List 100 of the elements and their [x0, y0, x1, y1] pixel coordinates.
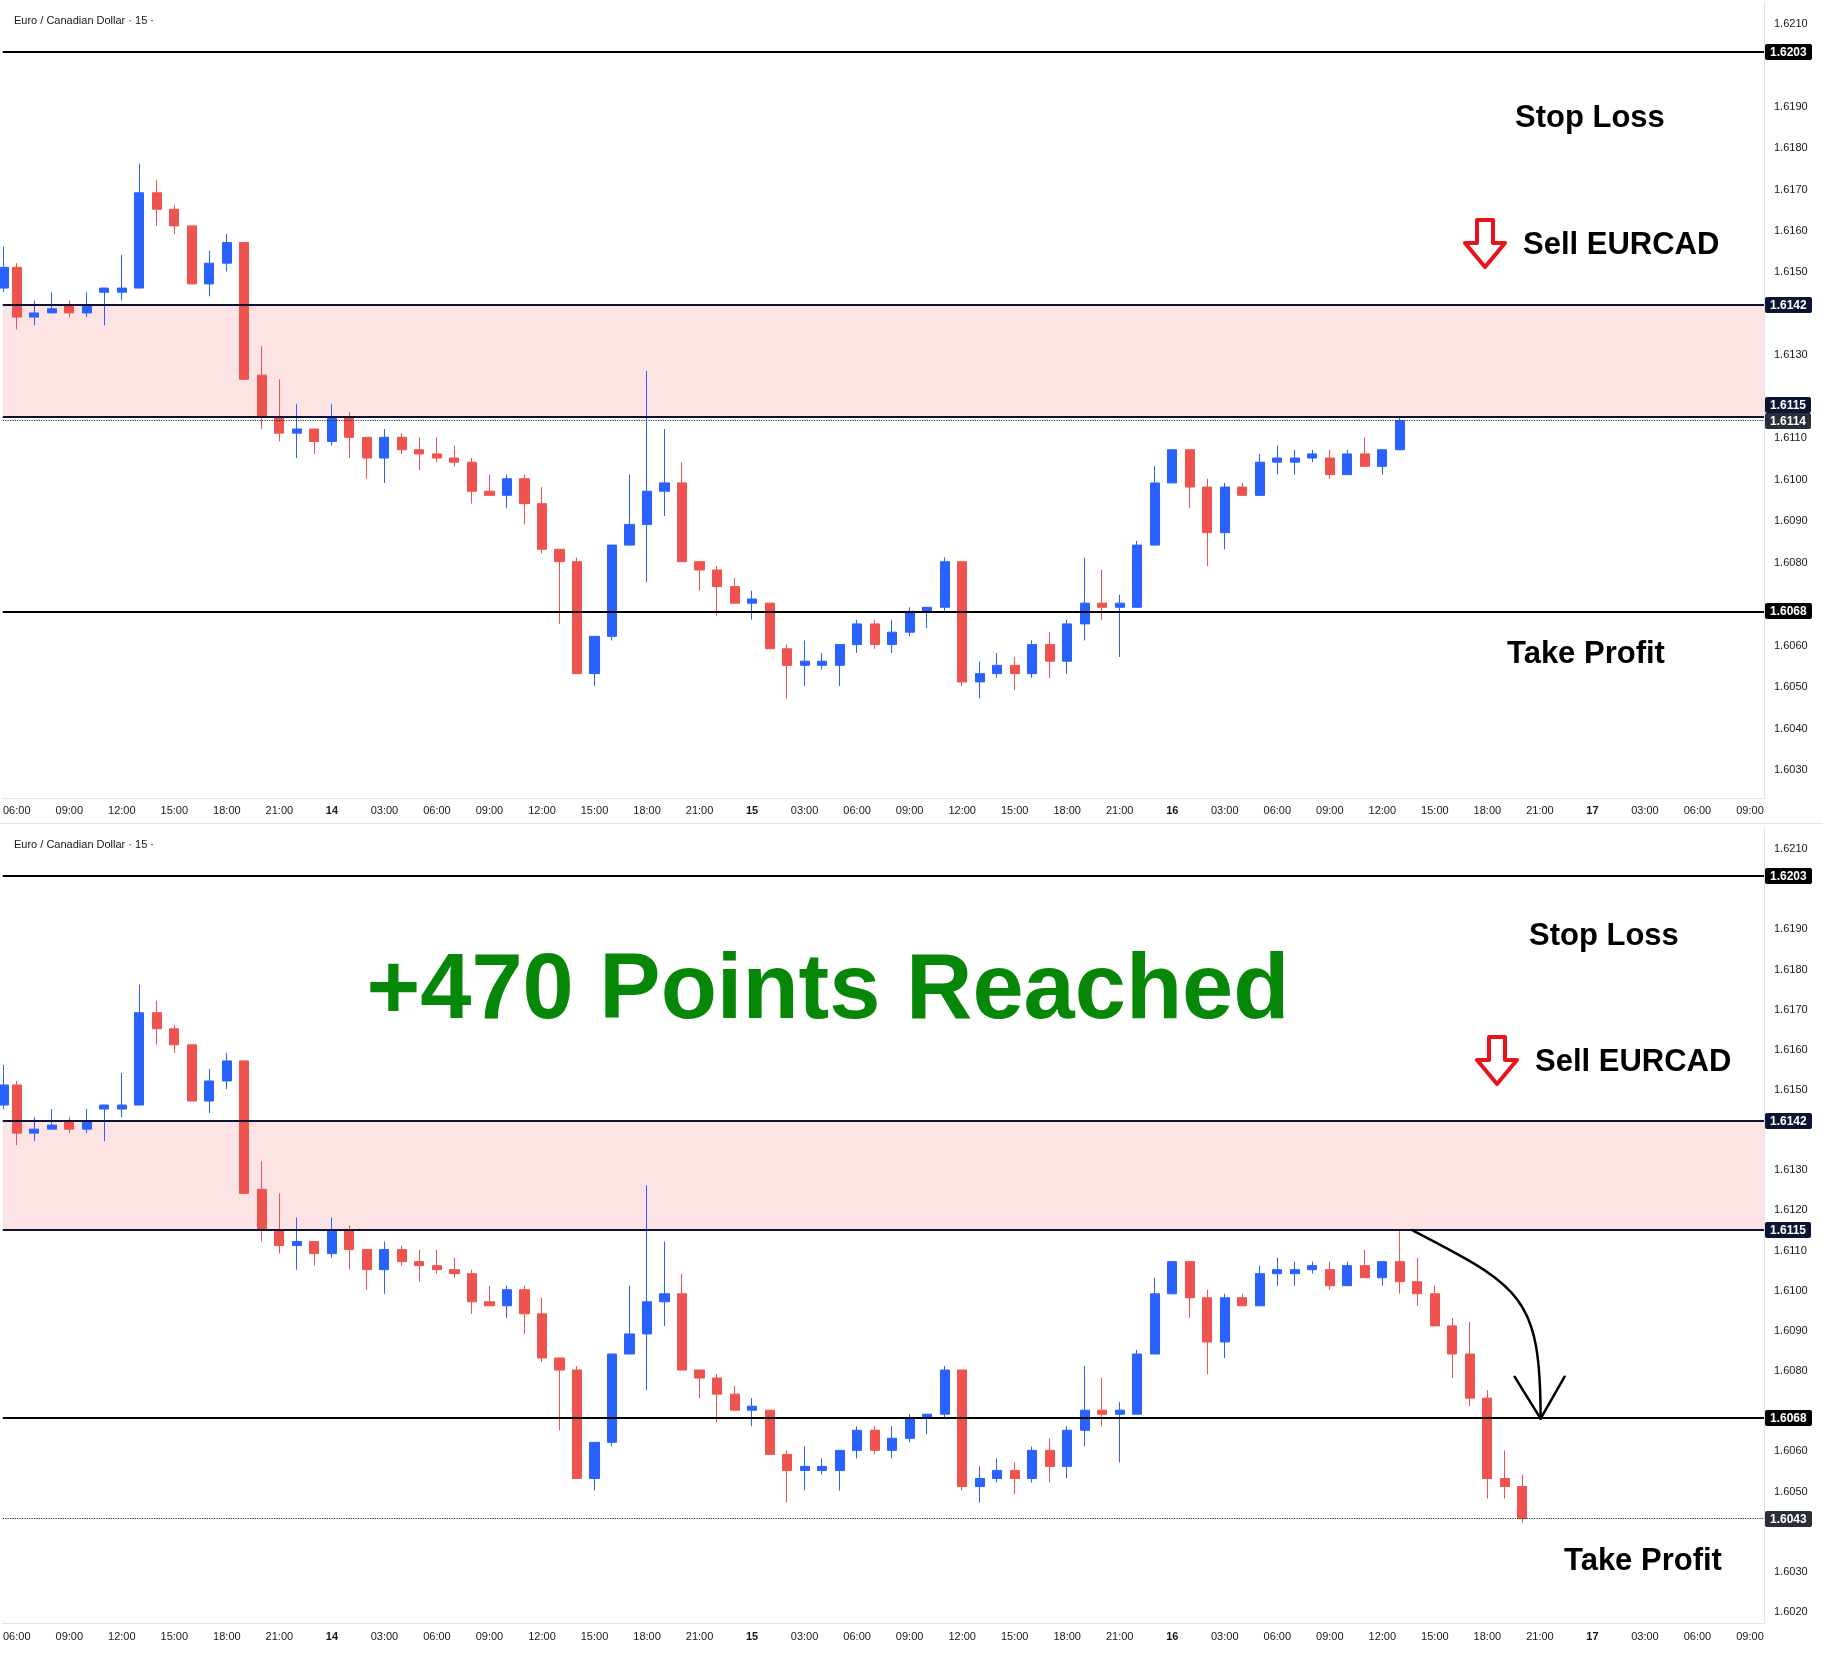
- y-tick-label: 1.6080: [1774, 555, 1808, 568]
- y-tick-label: 1.6170: [1774, 182, 1808, 195]
- candlestick: [239, 241, 249, 380]
- candlestick: [1045, 1437, 1055, 1483]
- y-tick-label: 1.6020: [1774, 1604, 1808, 1617]
- candlestick: [1115, 1401, 1125, 1463]
- annotation: Take Profit: [1564, 1542, 1722, 1578]
- x-tick-label: 15:00: [580, 1629, 609, 1642]
- y-tick-label: 1.6190: [1774, 922, 1808, 935]
- candlestick: [1167, 449, 1177, 484]
- candlestick: [1255, 453, 1265, 496]
- candlestick: [467, 1269, 477, 1315]
- candlestick: [1255, 1265, 1265, 1307]
- candlestick: [1115, 594, 1125, 658]
- y-tick-label: 1.6160: [1774, 224, 1808, 237]
- y-tick-label: 1.6210: [1774, 842, 1808, 855]
- x-tick-label: 15: [745, 1629, 759, 1642]
- candlestick: [12, 262, 22, 331]
- x-tick-label: 15:00: [1000, 803, 1029, 816]
- candlestick: [992, 652, 1002, 679]
- candlestick: [344, 1225, 354, 1271]
- x-tick-label: 06:00: [843, 1629, 871, 1642]
- annotation: Stop Loss: [1515, 99, 1665, 135]
- candlestick: [502, 474, 512, 509]
- candlestick: [659, 428, 670, 517]
- candlestick: [1500, 1449, 1510, 1500]
- candlestick: [169, 1024, 179, 1054]
- candlestick: [765, 602, 775, 650]
- candlestick: [537, 1297, 547, 1363]
- ref-line-label: 1.6203: [1765, 868, 1812, 885]
- candlestick: [554, 548, 565, 625]
- candlestick: [1412, 1257, 1422, 1307]
- candlestick: [642, 370, 652, 583]
- y-tick-label: 1.6120: [1774, 1203, 1808, 1216]
- x-tick-label: 12:00: [948, 1629, 976, 1642]
- candlestick: [1132, 1349, 1142, 1415]
- x-tick-label: 03:00: [790, 1629, 819, 1642]
- candlestick: [1132, 540, 1142, 608]
- x-tick-label: 14: [325, 803, 339, 816]
- candlestick: [1517, 1473, 1527, 1524]
- x-tick-label: 21:00: [685, 803, 714, 816]
- y-tick-label: 1.6130: [1774, 1163, 1808, 1176]
- candlestick: [1027, 1445, 1037, 1483]
- candlestick: [152, 1000, 162, 1046]
- x-tick-label: 16: [1166, 1629, 1179, 1642]
- x-tick-label: 06:00: [1683, 803, 1712, 816]
- ref-line-label: 1.6115: [1765, 396, 1812, 413]
- y-tick-label: 1.6100: [1774, 1283, 1808, 1296]
- candlestick: [82, 1108, 92, 1134]
- candlestick: [1202, 1289, 1212, 1375]
- candlestick: [1325, 1261, 1335, 1291]
- candlestick: [607, 544, 617, 641]
- x-tick-label: 18:00: [213, 1629, 241, 1642]
- x-tick-label: 09:00: [1316, 1629, 1344, 1642]
- candlestick: [677, 461, 687, 563]
- candlestick: [1062, 619, 1072, 675]
- y-tick-label: 1.6190: [1774, 99, 1808, 112]
- x-tick-label: 15: [745, 803, 759, 816]
- x-tick-label: 17: [1586, 803, 1599, 816]
- candlestick: [1377, 449, 1387, 476]
- x-tick-label: 06:00: [3, 1629, 31, 1642]
- candlestick: [1062, 1425, 1072, 1479]
- candlestick: [12, 1080, 22, 1146]
- ref-line-label: 1.6068: [1765, 603, 1812, 620]
- candlestick: [99, 1104, 109, 1142]
- y-tick-label: 1.6050: [1774, 680, 1808, 693]
- candlestick: [712, 1373, 722, 1423]
- y-tick-label: 1.6110: [1774, 431, 1807, 444]
- candlestick: [1395, 1229, 1405, 1295]
- candlestick: [1185, 1261, 1195, 1319]
- candlestick: [624, 474, 635, 546]
- x-tick-label: 09:00: [55, 803, 84, 816]
- annotation: Take Profit: [1507, 635, 1665, 671]
- candlestick: [1150, 1277, 1160, 1355]
- ref-line-label: 1.6115: [1765, 1221, 1812, 1238]
- candlestick: [519, 474, 530, 525]
- x-tick-label: 03:00: [370, 803, 399, 816]
- x-tick-label: 15:00: [580, 803, 609, 816]
- candlestick: [134, 984, 144, 1106]
- x-tick-label: 03:00: [1631, 803, 1659, 816]
- candlestick: [519, 1285, 530, 1335]
- y-tick-label: 1.6090: [1774, 1323, 1808, 1336]
- candlestick: [694, 561, 705, 592]
- x-tick-label: 21:00: [1105, 1629, 1134, 1642]
- x-tick-label: 06:00: [843, 803, 871, 816]
- candlestick: [187, 225, 197, 285]
- candlestick: [1080, 557, 1090, 641]
- x-tick-label: 18:00: [1053, 1629, 1081, 1642]
- ref-line-label: 1.6203: [1765, 43, 1812, 60]
- candlestick: [239, 1060, 249, 1194]
- y-tick-label: 1.6060: [1774, 638, 1808, 651]
- x-tick-label: 06:00: [1263, 1629, 1292, 1642]
- candlestick: [607, 1353, 617, 1447]
- x-tick-label: 18:00: [1473, 1629, 1502, 1642]
- text: Euro / Canadian Dollar · 15 ·: [14, 837, 155, 850]
- candlestick: [99, 287, 109, 326]
- candlestick: [432, 1249, 442, 1275]
- x-tick-label: 09:00: [475, 1629, 504, 1642]
- x-tick-label: 15:00: [160, 803, 189, 816]
- x-tick-label: 12:00: [528, 1629, 556, 1642]
